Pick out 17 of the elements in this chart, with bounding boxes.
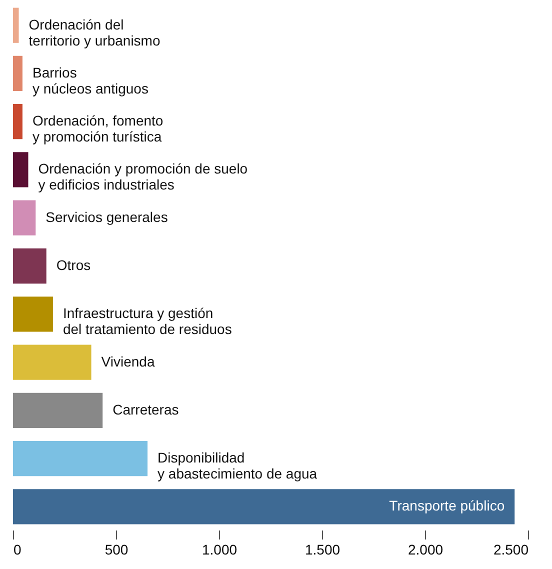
y-tick-label: Carreteras xyxy=(112,401,179,418)
y-tick-label: Barrios y núcleos antiguos xyxy=(32,64,148,96)
y-tick-label: Ordenación, fomento y promoción turística xyxy=(32,112,164,145)
y-tick-label: Otros xyxy=(56,257,91,273)
y-tick-label: Ordenación del territorio y urbanismo xyxy=(28,16,160,48)
y-tick-label: Servicios generales xyxy=(46,208,168,225)
y-tick-label: Vivienda xyxy=(101,353,155,370)
x-tick-label: 2.500 xyxy=(493,542,529,558)
y-tick-label: Disponibilidad y abastecimiento de agua xyxy=(158,450,318,482)
y-tick-label: Transporte público xyxy=(389,498,505,514)
y-tick-label: Infraestructura y gestión del tratamiento de residuos xyxy=(62,305,232,338)
x-tick-label: 2.000 xyxy=(408,542,444,558)
x-tick-label: 500 xyxy=(104,542,128,558)
y-tick-label: Ordenación y promoción de suelo y edificios industriales xyxy=(38,160,248,193)
x-tick-label: 0 xyxy=(14,542,22,558)
x-tick-label: 1.500 xyxy=(304,542,340,558)
x-tick-label: 1.000 xyxy=(202,542,238,558)
